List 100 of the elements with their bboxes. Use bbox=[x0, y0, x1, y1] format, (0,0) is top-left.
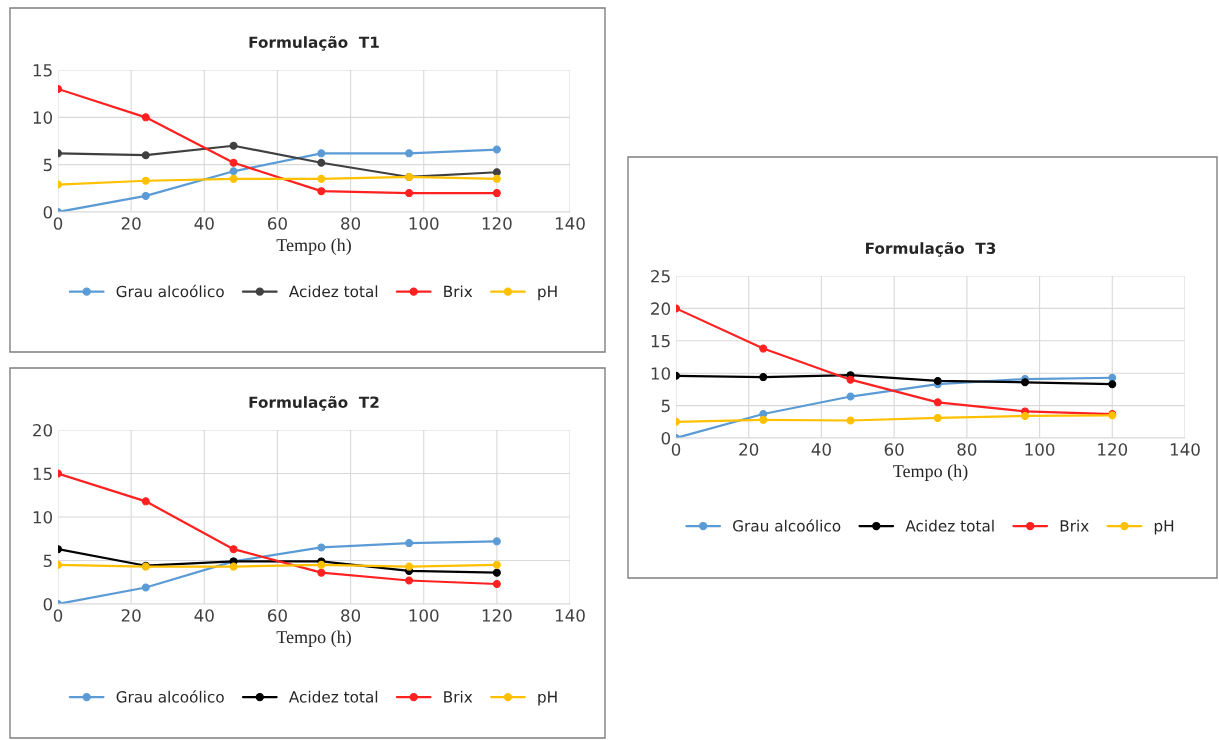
point bbox=[141, 176, 150, 185]
y-tick-label: 5 bbox=[43, 158, 52, 172]
point bbox=[405, 562, 414, 571]
legend-label: pH bbox=[1154, 520, 1174, 535]
y-tick-label: 15 bbox=[33, 64, 52, 77]
x-tick-label: 140 bbox=[1170, 443, 1200, 456]
point bbox=[405, 189, 414, 198]
legend-label: pH bbox=[538, 691, 557, 706]
point bbox=[141, 583, 150, 592]
legend-label: Acidez total bbox=[905, 519, 994, 532]
x-tick-label: 100 bbox=[1025, 443, 1055, 456]
legend-label: pH bbox=[538, 285, 557, 301]
x-tick-label: 40 bbox=[194, 609, 214, 622]
point bbox=[317, 174, 326, 183]
y-tick-label: 20 bbox=[33, 423, 53, 437]
chart-title: Formulação T3 bbox=[866, 241, 996, 257]
legend-label: Grau alcoólico bbox=[116, 284, 224, 298]
legend-label: Brix bbox=[444, 690, 473, 703]
point bbox=[229, 545, 238, 554]
x-tick-label: 100 bbox=[409, 609, 439, 622]
point bbox=[317, 149, 326, 158]
point bbox=[229, 158, 238, 167]
x-axis-title: Tempo (h) bbox=[276, 630, 351, 647]
point bbox=[846, 375, 855, 384]
y-tick-label: 10 bbox=[33, 510, 53, 524]
point bbox=[1021, 411, 1030, 420]
point bbox=[405, 539, 414, 548]
point bbox=[933, 398, 942, 407]
y-tick-label: 15 bbox=[33, 467, 52, 481]
x-tick-label: 40 bbox=[811, 443, 831, 456]
x-tick-label: 60 bbox=[884, 443, 904, 456]
y-tick-label: 0 bbox=[661, 431, 671, 445]
x-tick-label: 0 bbox=[53, 217, 63, 230]
point bbox=[317, 187, 326, 196]
point bbox=[492, 174, 501, 183]
point bbox=[229, 141, 238, 150]
x-axis-title: Tempo (h) bbox=[893, 464, 968, 481]
y-tick-label: 5 bbox=[661, 399, 670, 413]
point bbox=[492, 145, 501, 154]
point bbox=[759, 344, 768, 353]
point bbox=[317, 543, 326, 552]
x-tick-label: 140 bbox=[555, 609, 585, 622]
chart-title: Formulação T1 bbox=[249, 35, 379, 51]
point bbox=[317, 568, 326, 577]
chart-title: Formulação T2 bbox=[249, 395, 379, 411]
point bbox=[846, 392, 855, 401]
y-tick-label: 25 bbox=[651, 269, 670, 283]
legend-label: Brix bbox=[444, 285, 473, 297]
point bbox=[492, 580, 501, 588]
legend-label: Acidez total bbox=[288, 285, 378, 298]
y-tick-label: 15 bbox=[651, 334, 670, 348]
x-tick-label: 100 bbox=[409, 217, 439, 230]
x-tick-label: 120 bbox=[1098, 443, 1128, 456]
x-tick-label: 40 bbox=[194, 217, 214, 230]
point bbox=[1021, 378, 1030, 387]
legend-label: Acidez total bbox=[288, 690, 378, 703]
point bbox=[141, 497, 150, 506]
x-tick-label: 20 bbox=[739, 443, 759, 456]
y-tick-label: 10 bbox=[651, 367, 671, 380]
point bbox=[141, 151, 150, 160]
point bbox=[229, 167, 238, 176]
point bbox=[759, 415, 768, 424]
x-tick-label: 60 bbox=[267, 609, 287, 622]
point bbox=[229, 174, 238, 183]
point bbox=[1108, 373, 1117, 382]
legend-label: Grau alcoólico bbox=[116, 690, 224, 703]
point bbox=[317, 158, 326, 167]
x-tick-label: 120 bbox=[482, 217, 512, 230]
point bbox=[846, 416, 855, 425]
point bbox=[492, 168, 501, 177]
y-tick-label: 0 bbox=[43, 597, 53, 611]
point bbox=[492, 189, 501, 198]
point bbox=[933, 376, 942, 385]
x-tick-label: 0 bbox=[671, 443, 681, 456]
x-tick-label: 120 bbox=[482, 609, 512, 622]
y-tick-label: 20 bbox=[651, 302, 671, 315]
point bbox=[1108, 380, 1117, 389]
point bbox=[141, 113, 150, 122]
point bbox=[492, 560, 501, 569]
point bbox=[229, 562, 238, 571]
x-tick-label: 20 bbox=[121, 217, 141, 230]
x-axis-title: Tempo (h) bbox=[276, 238, 351, 255]
point bbox=[492, 537, 501, 546]
x-tick-label: 80 bbox=[957, 443, 977, 456]
y-tick-label: 5 bbox=[43, 554, 52, 568]
point bbox=[933, 413, 942, 422]
legend-label: Grau alcoólico bbox=[733, 519, 841, 532]
x-tick-label: 20 bbox=[121, 609, 141, 622]
point bbox=[141, 191, 150, 200]
point bbox=[405, 576, 414, 585]
legend-label: Brix bbox=[1060, 519, 1089, 532]
y-tick-label: 10 bbox=[33, 111, 53, 124]
y-tick-label: 0 bbox=[43, 205, 53, 219]
point bbox=[759, 373, 768, 382]
x-tick-label: 60 bbox=[267, 217, 287, 230]
x-tick-label: 80 bbox=[341, 609, 361, 622]
x-tick-label: 0 bbox=[53, 609, 63, 622]
point bbox=[492, 568, 501, 577]
point bbox=[405, 149, 414, 158]
x-tick-label: 140 bbox=[555, 217, 585, 230]
